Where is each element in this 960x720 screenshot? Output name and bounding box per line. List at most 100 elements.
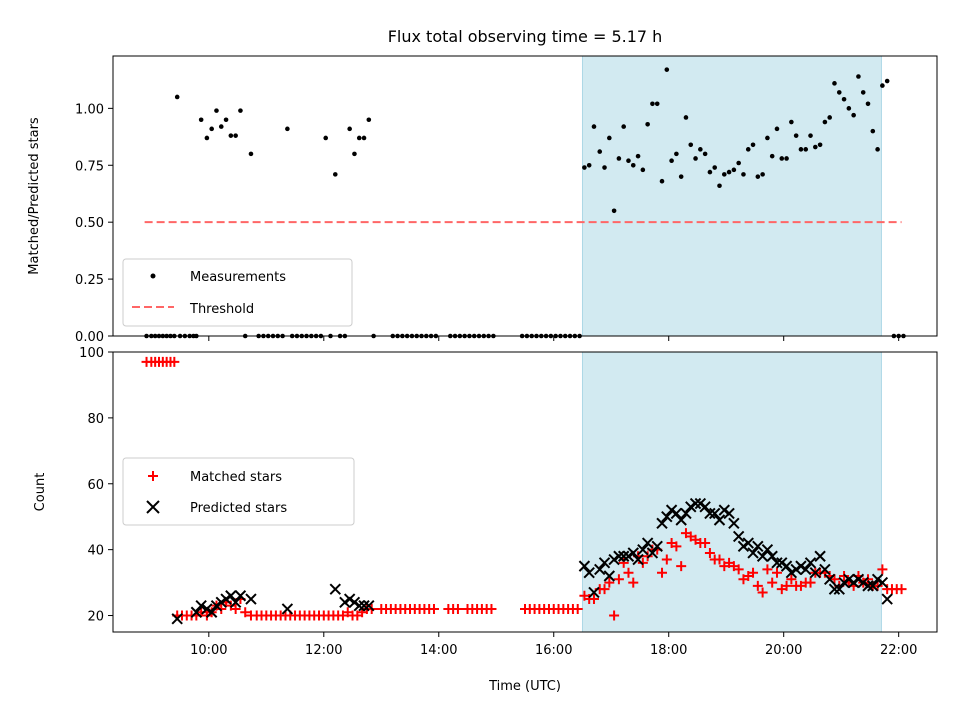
measurement-point: [669, 158, 674, 164]
measurement-point: [678, 174, 684, 179]
matched-star-point: [757, 587, 768, 598]
measurement-point: [755, 174, 761, 179]
measurement-point: [664, 67, 670, 72]
matched-star-point: [618, 557, 629, 568]
matched-star-point: [230, 603, 241, 614]
measurement-point: [750, 142, 756, 148]
measurement-point: [707, 169, 713, 175]
predicted-star-point: [598, 557, 611, 569]
measurement-point: [717, 183, 722, 189]
predicted-star-point: [245, 593, 257, 605]
predicted-star-point: [852, 573, 865, 586]
predicted-star-point: [641, 537, 654, 549]
measurement-point: [827, 115, 832, 120]
measurement-point: [798, 147, 804, 152]
matched-star-point: [771, 567, 782, 578]
measurement-point: [214, 108, 219, 113]
x-tick-label: 12:00: [305, 643, 342, 658]
predicted-star-point: [862, 580, 874, 592]
matched-star-point: [767, 577, 778, 588]
bottom-y-axis-label: Count: [33, 473, 48, 512]
matched-star-point: [704, 547, 715, 558]
matched-star-point: [805, 577, 816, 588]
top-observing-interval-shade: [581, 55, 882, 337]
top-axes-frame: [112, 55, 938, 337]
predicted-star-point: [761, 543, 774, 556]
measurement-point: [736, 160, 741, 166]
predicted-star-point: [190, 606, 203, 618]
predicted-star-point: [353, 599, 365, 612]
measurement-point: [693, 156, 698, 161]
predicted-star-point: [867, 580, 879, 592]
predicted-star-point: [622, 550, 635, 562]
predicted-star-point: [780, 560, 793, 572]
measurement-point: [223, 117, 229, 123]
measurement-point: [198, 117, 204, 123]
measurement-point: [884, 78, 890, 84]
predicted-star-point: [804, 557, 817, 569]
matched-star-point: [628, 577, 639, 588]
predicted-star-point: [732, 530, 745, 543]
measurement-point: [323, 135, 329, 141]
legend-measurements-label: Measurements: [190, 270, 286, 285]
matched-star-point: [642, 551, 653, 562]
predicted-star-point: [756, 550, 769, 562]
predicted-star-point: [814, 550, 826, 562]
x-axis-label: Time (UTC): [488, 679, 561, 694]
top-legend: Measurements Threshold: [122, 258, 353, 327]
measurement-point: [586, 162, 592, 168]
x-tick-label: 22:00: [880, 643, 917, 658]
bottom-y-ticks: 20 40 60 80 100: [79, 346, 113, 625]
measurement-point: [233, 133, 238, 138]
predicted-star-point: [603, 570, 616, 582]
predicted-star-point: [838, 576, 850, 589]
predicted-star-point: [358, 599, 370, 612]
bottom-axes-frame: [112, 351, 938, 633]
x-tick-label: 14:00: [420, 643, 457, 658]
predicted-star-point: [656, 517, 668, 530]
matched-star-point: [637, 557, 648, 568]
predicted-star-point: [195, 599, 207, 612]
predicted-star-point: [771, 557, 783, 569]
measurement-point: [645, 121, 650, 127]
measurement-point: [817, 142, 823, 148]
measurement-point: [789, 119, 794, 125]
matched-star-point: [240, 607, 251, 618]
matched-star-point: [829, 574, 840, 585]
matched-star-point: [604, 577, 615, 588]
predicted-star-point: [608, 553, 620, 566]
measurement-point: [597, 149, 603, 154]
measurement-point: [793, 133, 799, 138]
measurement-point: [582, 165, 587, 170]
measurement-point: [774, 126, 780, 132]
matched-star-point: [700, 538, 711, 549]
predicted-star-point: [680, 507, 692, 520]
predicted-star-point: [215, 596, 227, 609]
x-tick-label: 18:00: [650, 643, 687, 658]
measurement-point: [332, 172, 338, 177]
predicted-star-point: [689, 497, 702, 510]
measurement-point: [688, 142, 694, 148]
matched-star-point: [428, 603, 439, 614]
y-tick-label: 40: [87, 544, 104, 559]
predicted-star-point: [171, 613, 183, 625]
matched-star-point: [609, 610, 620, 621]
predicted-star-point: [723, 507, 735, 520]
matched-star-point: [169, 356, 180, 367]
matched-star-point: [452, 603, 463, 614]
predicted-star-point: [713, 514, 726, 526]
legend-predicted-marker: [146, 500, 160, 514]
predicted-star-point: [613, 550, 625, 562]
measurement-point: [832, 81, 837, 86]
measurement-point: [635, 153, 641, 159]
matched-star-point: [781, 580, 792, 591]
predicted-star-point: [594, 563, 606, 576]
measurement-point: [851, 112, 856, 118]
matched-star-point: [588, 594, 599, 605]
matched-star-point: [661, 554, 672, 565]
measurement-point: [238, 108, 243, 113]
predicted-star-point: [329, 583, 341, 595]
y-tick-label: 0.50: [75, 216, 104, 231]
matched-star-point: [613, 574, 624, 585]
